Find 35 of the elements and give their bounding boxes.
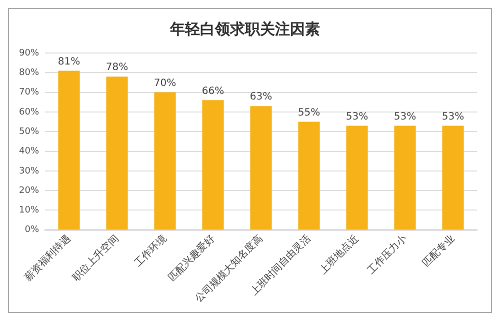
x-tick-label: 工作压力小 <box>365 232 409 276</box>
data-label: 63% <box>250 92 272 103</box>
bar <box>346 126 368 230</box>
bar <box>298 122 320 230</box>
x-tick-label: 薪资福利待遇 <box>22 232 73 284</box>
bar <box>250 106 272 230</box>
y-tick-label: 90% <box>18 48 40 58</box>
data-label: 66% <box>202 86 224 97</box>
bar <box>394 126 416 230</box>
data-label: 81% <box>58 56 80 68</box>
data-label: 53% <box>394 111 416 122</box>
data-label: 53% <box>442 111 464 122</box>
y-tick-label: 10% <box>18 206 40 216</box>
bar <box>202 100 224 230</box>
bar <box>442 126 464 230</box>
y-tick-label: 80% <box>18 68 40 78</box>
bar <box>154 92 176 230</box>
data-label: 70% <box>154 78 176 89</box>
x-tick-label: 匹配专业 <box>420 232 457 270</box>
data-label: 55% <box>298 107 320 118</box>
data-label: 53% <box>346 111 368 122</box>
chart-title: 年轻白领求职关注因素 <box>169 20 320 38</box>
y-tick-label: 40% <box>18 146 40 157</box>
y-tick-label: 30% <box>18 166 40 176</box>
x-tick-label: 上班地点近 <box>317 232 361 276</box>
x-tick-label: 职位上升空间 <box>70 232 121 284</box>
data-label: 78% <box>106 62 128 74</box>
y-tick-label: 50% <box>18 126 40 137</box>
bar <box>106 76 128 230</box>
y-tick-label: 60% <box>18 107 40 118</box>
y-tick-label: 70% <box>18 88 40 98</box>
y-tick-label: 0% <box>24 225 40 236</box>
x-tick-label: 工作环境 <box>132 232 169 270</box>
y-tick-label: 20% <box>18 186 40 196</box>
bar <box>58 70 80 230</box>
